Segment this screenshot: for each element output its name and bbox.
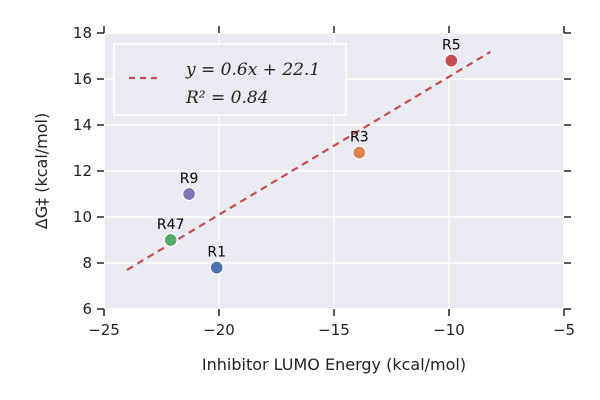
data-point [352,145,367,160]
x-tick-label: −25 [88,321,120,339]
legend: y = 0.6x + 22.1 R² = 0.84 [113,43,347,116]
axis-ticks: −25 −20 −15 −10 −5 6 8 10 12 14 16 18 [73,24,575,339]
y-tick-label: 18 [73,24,92,42]
point-label: R5 [442,38,461,54]
y-tick-label: 6 [82,300,92,318]
legend-r-squared: R² = 0.84 [185,88,269,108]
data-point [181,186,197,202]
point-label: R47 [157,217,185,233]
y-tick-label: 16 [73,70,92,88]
x-tick-label: −15 [318,321,350,339]
y-tick-label: 12 [73,162,92,180]
fit-line [126,50,491,271]
data-points: R1 R47 R9 R3 R5 [157,38,461,275]
legend-equation: y = 0.6x + 22.1 [185,60,320,80]
y-tick-label: 10 [73,208,92,226]
point-label: R1 [207,245,226,261]
point-label: R9 [180,171,199,187]
fit-line-group [126,50,491,271]
y-tick-label: 8 [82,254,92,272]
data-point [209,260,224,275]
y-axis-label: ΔG‡ (kcal/mol) [32,113,51,229]
x-tick-label: −5 [553,321,575,339]
x-tick-label: −10 [433,321,465,339]
legend-box [113,43,347,116]
data-point [163,232,178,248]
x-tick-label: −20 [203,321,235,339]
x-axis-label: Inhibitor LUMO Energy (kcal/mol) [202,355,466,374]
point-label: R3 [350,130,369,146]
y-tick-label: 14 [73,116,92,134]
data-point [444,53,459,68]
